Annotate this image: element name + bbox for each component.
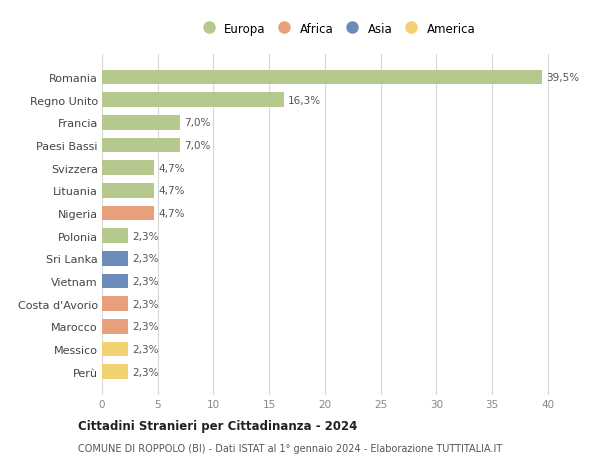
Text: 2,3%: 2,3% bbox=[132, 254, 158, 264]
Text: COMUNE DI ROPPOLO (BI) - Dati ISTAT al 1° gennaio 2024 - Elaborazione TUTTITALIA: COMUNE DI ROPPOLO (BI) - Dati ISTAT al 1… bbox=[78, 443, 502, 453]
Text: 7,0%: 7,0% bbox=[184, 141, 211, 151]
Bar bbox=[102, 297, 128, 312]
Bar bbox=[102, 93, 284, 108]
Text: 2,3%: 2,3% bbox=[132, 276, 158, 286]
Text: 4,7%: 4,7% bbox=[159, 163, 185, 174]
Text: 39,5%: 39,5% bbox=[547, 73, 580, 83]
Text: 2,3%: 2,3% bbox=[132, 344, 158, 354]
Text: 2,3%: 2,3% bbox=[132, 231, 158, 241]
Bar bbox=[102, 342, 128, 357]
Bar bbox=[102, 206, 154, 221]
Text: 7,0%: 7,0% bbox=[184, 118, 211, 128]
Text: Cittadini Stranieri per Cittadinanza - 2024: Cittadini Stranieri per Cittadinanza - 2… bbox=[78, 419, 358, 432]
Bar bbox=[102, 364, 128, 379]
Bar bbox=[102, 184, 154, 198]
Text: 2,3%: 2,3% bbox=[132, 367, 158, 377]
Legend: Europa, Africa, Asia, America: Europa, Africa, Asia, America bbox=[194, 20, 478, 38]
Bar bbox=[102, 138, 180, 153]
Bar bbox=[102, 161, 154, 176]
Bar bbox=[102, 252, 128, 266]
Bar bbox=[102, 71, 542, 85]
Text: 2,3%: 2,3% bbox=[132, 299, 158, 309]
Bar bbox=[102, 274, 128, 289]
Text: 16,3%: 16,3% bbox=[288, 95, 321, 106]
Text: 2,3%: 2,3% bbox=[132, 322, 158, 332]
Text: 4,7%: 4,7% bbox=[159, 208, 185, 218]
Bar bbox=[102, 319, 128, 334]
Bar bbox=[102, 116, 180, 130]
Bar bbox=[102, 229, 128, 244]
Text: 4,7%: 4,7% bbox=[159, 186, 185, 196]
